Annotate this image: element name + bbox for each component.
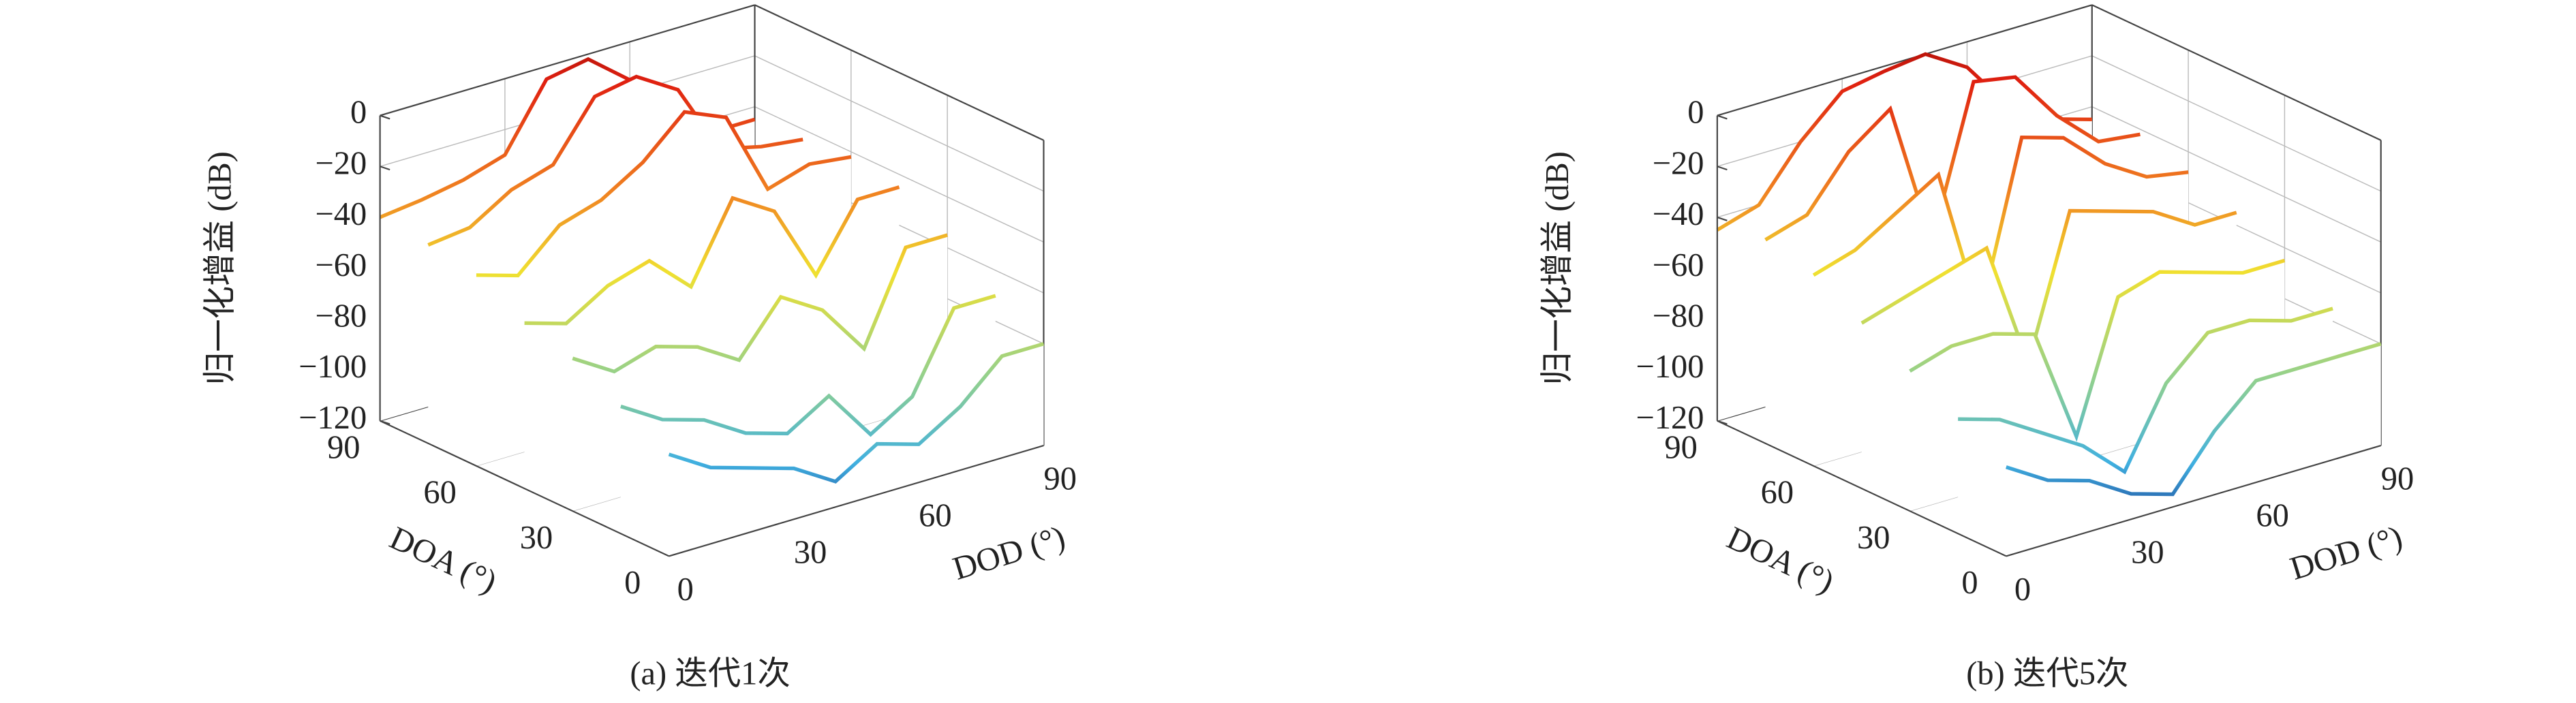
grid-line: [2091, 106, 2382, 243]
caption: (b) 迭代5次: [1966, 655, 2128, 691]
y-tick-label: 30: [1857, 520, 1890, 556]
z-tick: [380, 166, 390, 171]
z-tick-label: −40: [315, 196, 367, 232]
x-tick-label: 90: [2381, 461, 2414, 497]
y-axis-label: DOA (°): [1721, 520, 1839, 600]
panel: −120−100−80−60−40−20003060900306090归一化增益…: [1539, 4, 2414, 691]
surface-row: [1764, 75, 2141, 249]
y-axis-label: DOA (°): [384, 520, 502, 600]
z-tick-label: −100: [1636, 349, 1704, 385]
surface-row: [620, 294, 996, 437]
z-tick-label: −100: [298, 349, 367, 385]
z-tick: [1717, 216, 1728, 221]
axis-line: [669, 445, 1044, 557]
surface-fill: [1958, 308, 2333, 534]
x-tick-label: 0: [2014, 572, 2031, 608]
z-tick: [1717, 114, 1728, 120]
caption: (a) 迭代1次: [630, 655, 790, 691]
surface-row: [572, 233, 948, 374]
x-tick-label: 30: [2131, 535, 2164, 571]
surface-row: [1958, 307, 2333, 475]
y-tick-label: 0: [1961, 565, 1978, 601]
surface-row: [1812, 135, 2189, 322]
z-tick-label: 0: [350, 95, 367, 131]
x-axis-label: DOD (°): [2286, 519, 2407, 587]
axis-box: [2091, 4, 2382, 141]
panel: −120−100−80−60−40−20003060900306090归一化增益…: [202, 4, 1077, 691]
z-tick-label: −60: [1653, 247, 1704, 283]
surface-row: [524, 185, 900, 326]
axis-line: [380, 420, 670, 557]
z-tick-label: −20: [1653, 145, 1704, 181]
y-tick-label: 90: [1664, 429, 1697, 465]
x-tick-label: 30: [794, 535, 827, 571]
surface-fill: [669, 343, 1044, 557]
surface-row: [1860, 208, 2237, 369]
x-tick-label: 0: [677, 572, 694, 608]
z-tick: [380, 114, 390, 120]
grid-line: [754, 55, 1044, 192]
z-tick-label: −80: [315, 298, 367, 334]
z-tick-label: −120: [298, 400, 367, 436]
z-axis-label: 归一化增益 (dB): [1539, 151, 1576, 385]
surface-row: [2005, 342, 2382, 497]
y-tick-label: 60: [423, 475, 456, 511]
axis-box: [1717, 4, 2093, 116]
y-tick-label: 90: [327, 429, 360, 465]
y-tick-label: 0: [624, 565, 641, 601]
grid-line: [754, 106, 1044, 243]
surface-fill: [2006, 343, 2381, 557]
x-tick-label: 60: [2256, 498, 2288, 534]
axis-line: [1717, 420, 2007, 557]
x-tick-label: 90: [1043, 461, 1076, 497]
grid-line: [2091, 55, 2382, 192]
x-axis-label: DOD (°): [949, 519, 1069, 587]
axis-box: [754, 4, 1044, 141]
surface-row: [668, 342, 1045, 484]
z-tick-label: −40: [1653, 196, 1704, 232]
surface-row: [1909, 258, 2286, 442]
y-tick-label: 60: [1761, 475, 1794, 511]
surface-row: [476, 110, 852, 278]
z-tick: [1717, 166, 1728, 171]
z-tick-label: −80: [1653, 298, 1704, 334]
axis-line: [2006, 445, 2382, 557]
x-tick-label: 60: [919, 498, 951, 534]
z-axis-label: 归一化增益 (dB): [202, 151, 239, 385]
z-tick-label: −20: [315, 145, 367, 181]
z-tick-label: 0: [1687, 95, 1704, 131]
z-tick-label: −60: [315, 247, 367, 283]
axis-box: [380, 4, 755, 116]
y-tick-label: 30: [520, 520, 553, 556]
z-tick-label: −120: [1636, 400, 1704, 436]
